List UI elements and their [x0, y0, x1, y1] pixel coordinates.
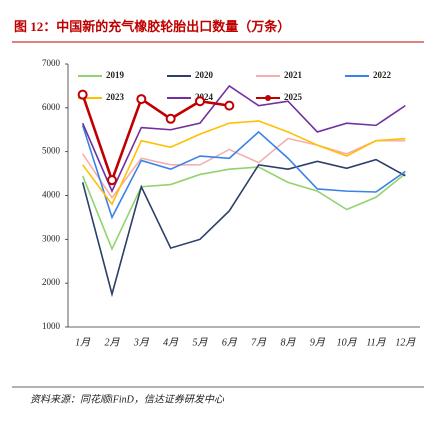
series-line — [81, 84, 406, 194]
legend-label: 2019 — [106, 70, 125, 80]
series-marker — [195, 96, 205, 107]
series-marker — [224, 100, 235, 111]
legend-label: 2023 — [106, 92, 125, 102]
series-line — [81, 125, 406, 220]
series-line — [81, 166, 406, 251]
x-tick-label: 5月 — [193, 337, 209, 348]
x-tick-label: 2月 — [105, 337, 121, 348]
x-tick-label: 7月 — [251, 337, 267, 348]
series-line — [81, 94, 230, 185]
source: 资料来源：同花顺iFinD，信达证券研发中心 — [30, 393, 225, 405]
legend-label: 2022 — [373, 70, 392, 80]
y-tick-label: 3000 — [42, 233, 61, 243]
legend-label: 2020 — [195, 70, 214, 80]
series-marker — [136, 94, 147, 105]
series-line — [81, 158, 406, 298]
x-tick-label: 1月 — [75, 337, 91, 348]
y-tick-label: 5000 — [42, 146, 61, 156]
legend-label: 2021 — [284, 70, 303, 80]
x-tick-label: 8月 — [281, 337, 297, 348]
legend-label: 2025 — [284, 92, 303, 102]
series-line — [82, 137, 406, 200]
x-tick-label: 4月 — [163, 337, 179, 348]
series-marker — [77, 89, 88, 100]
x-tick-label: 9月 — [310, 337, 326, 348]
x-tick-label: 11月 — [366, 337, 386, 348]
y-tick-label: 1000 — [42, 321, 61, 331]
x-tick-label: 6月 — [222, 337, 238, 348]
x-tick-label: 12月 — [395, 337, 416, 348]
chart-title: 图 12：中国新的充气橡胶轮胎出口数量（万条） — [14, 19, 290, 34]
series-line — [82, 120, 406, 206]
series-marker — [107, 175, 117, 186]
x-tick-label: 10月 — [337, 337, 358, 348]
y-tick-label: 4000 — [42, 190, 61, 200]
y-tick-label: 6000 — [42, 102, 61, 112]
y-tick-label: 2000 — [42, 277, 61, 287]
legend-label: 2024 — [195, 92, 214, 102]
x-tick-label: 3月 — [133, 337, 150, 348]
legend-marker — [265, 95, 271, 101]
series-marker — [165, 113, 176, 124]
y-tick-label: 7000 — [42, 58, 61, 68]
